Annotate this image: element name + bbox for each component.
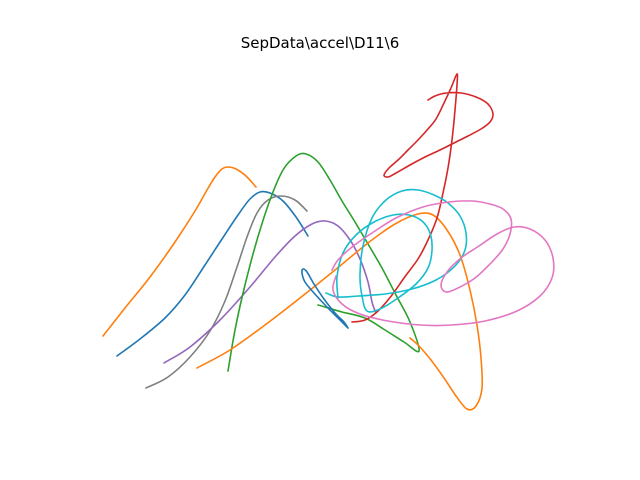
- series-line-10: [331, 200, 555, 327]
- chart-title: SepData\accel\D11\6: [240, 34, 400, 52]
- series-line-4: [163, 220, 377, 364]
- series-line-3: [145, 195, 308, 389]
- series-line-1: [102, 166, 257, 337]
- series-line-2: [116, 190, 309, 357]
- series-line-6: [196, 212, 484, 411]
- series-line-7: [301, 268, 349, 329]
- series-line-8: [351, 73, 494, 323]
- series-line-5: [227, 152, 420, 372]
